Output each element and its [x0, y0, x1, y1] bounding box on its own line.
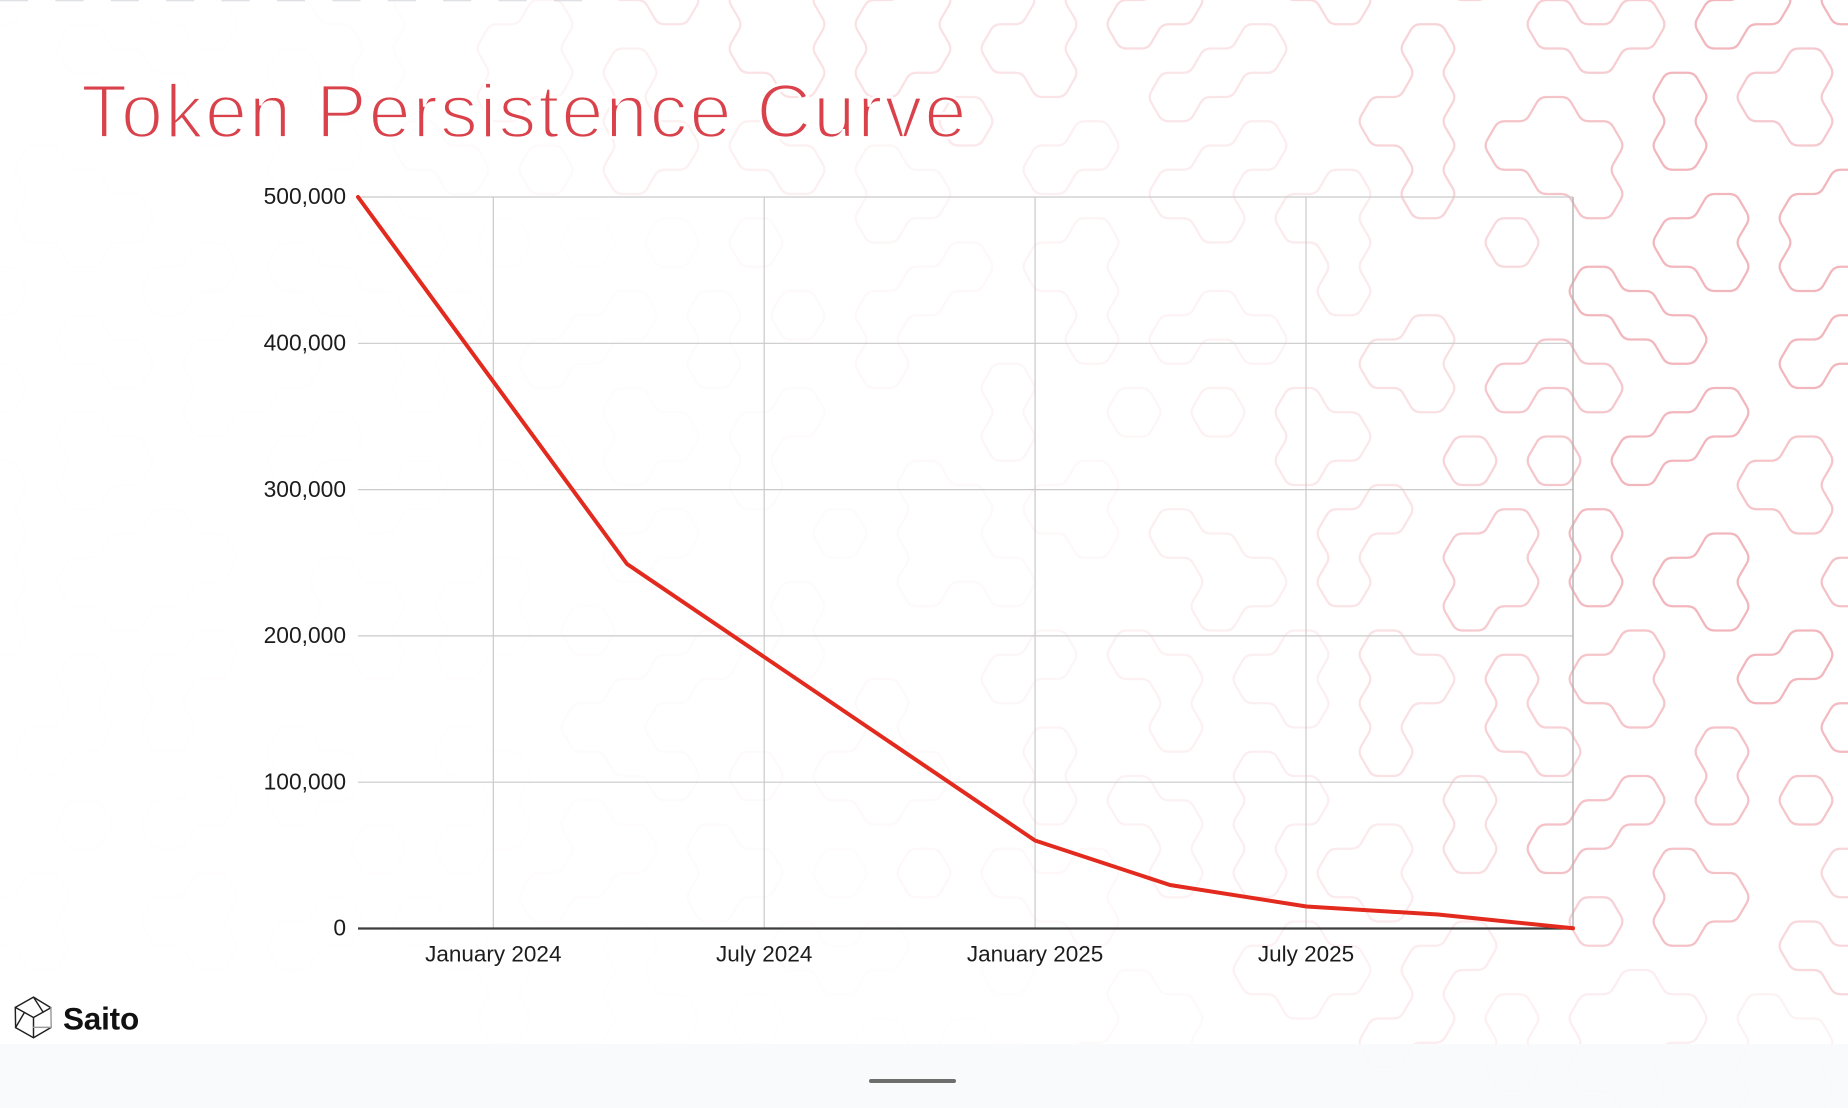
svg-text:500,000: 500,000	[264, 183, 346, 209]
svg-text:Saito: Saito	[63, 1001, 139, 1037]
svg-text:July 2025: July 2025	[1258, 942, 1354, 967]
svg-text:100,000: 100,000	[264, 768, 346, 794]
svg-text:200,000: 200,000	[264, 622, 346, 648]
svg-text:Token Persistence Curve: Token Persistence Curve	[81, 69, 968, 154]
svg-text:July 2024: July 2024	[716, 942, 812, 967]
svg-text:300,000: 300,000	[264, 476, 346, 502]
svg-text:January 2024: January 2024	[425, 942, 561, 967]
svg-text:January 2025: January 2025	[967, 942, 1103, 967]
svg-text:0: 0	[333, 915, 346, 941]
svg-text:400,000: 400,000	[264, 330, 346, 356]
